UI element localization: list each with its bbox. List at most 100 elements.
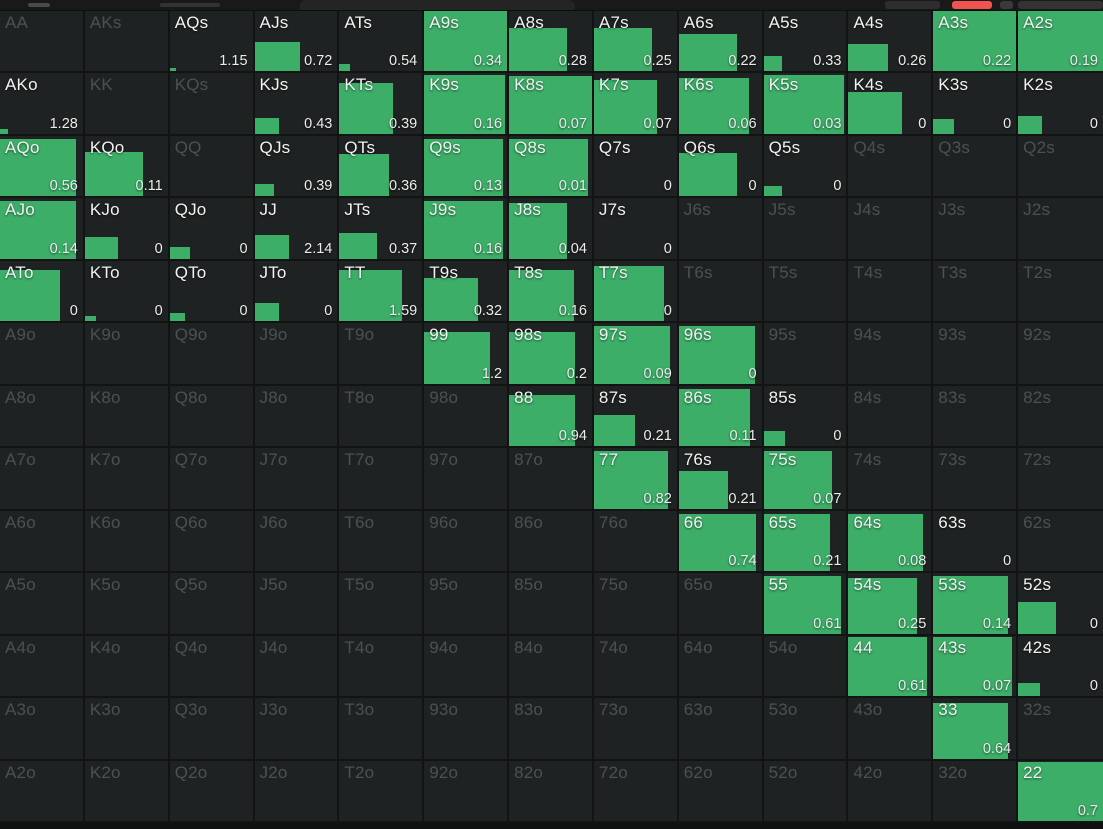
cell-A5s[interactable]: A5s 0.33 <box>763 11 849 74</box>
cell-82o[interactable]: 82o <box>509 760 594 823</box>
cell-75s[interactable]: 75s 0.07 <box>763 448 849 511</box>
cell-64o[interactable]: 64o <box>678 635 764 699</box>
cell-63s[interactable]: 63s 0 <box>933 510 1019 574</box>
cell-99[interactable]: 99 1.2 <box>424 323 510 386</box>
cell-64s[interactable]: 64s 0.08 <box>848 510 934 574</box>
cell-92s[interactable]: 92s <box>1018 323 1103 386</box>
cell-62s[interactable]: 62s <box>1018 510 1103 574</box>
cell-53o[interactable]: 53o <box>763 698 849 761</box>
cell-73o[interactable]: 73o <box>593 698 679 761</box>
cell-Q2s[interactable]: Q2s <box>1018 135 1103 199</box>
cell-J4s[interactable]: J4s <box>848 198 934 261</box>
cell-86o[interactable]: 86o <box>509 510 594 574</box>
cell-66[interactable]: 66 0.74 <box>678 510 764 574</box>
cell-96s[interactable]: 96s 0 <box>678 323 764 386</box>
cell-83s[interactable]: 83s <box>933 385 1019 449</box>
cell-A8s[interactable]: A8s 0.28 <box>509 11 594 74</box>
cell-94o[interactable]: 94o <box>424 635 510 699</box>
cell-T8s[interactable]: T8s 0.16 <box>509 260 594 324</box>
cell-93o[interactable]: 93o <box>424 698 510 761</box>
cell-43s[interactable]: 43s 0.07 <box>933 635 1019 699</box>
cell-86s[interactable]: 86s 0.11 <box>678 385 764 449</box>
cell-J9s[interactable]: J9s 0.16 <box>424 198 510 261</box>
cell-32o[interactable]: 32o <box>933 760 1019 823</box>
cell-98s[interactable]: 98s 0.2 <box>509 323 594 386</box>
cell-96o[interactable]: 96o <box>424 510 510 574</box>
cell-74o[interactable]: 74o <box>593 635 679 699</box>
cell-T5o[interactable]: T5o <box>339 573 425 636</box>
cell-K9o[interactable]: K9o <box>84 323 170 386</box>
cell-65s[interactable]: 65s 0.21 <box>763 510 849 574</box>
cell-87s[interactable]: 87s 0.21 <box>593 385 679 449</box>
red-action-button[interactable] <box>952 1 992 9</box>
cell-T4o[interactable]: T4o <box>339 635 425 699</box>
cell-T3o[interactable]: T3o <box>339 698 425 761</box>
cell-KJo[interactable]: KJo 0 <box>84 198 170 261</box>
cell-82s[interactable]: 82s <box>1018 385 1103 449</box>
cell-95s[interactable]: 95s <box>763 323 849 386</box>
cell-T7s[interactable]: T7s 0 <box>593 260 679 324</box>
cell-JTs[interactable]: JTs 0.37 <box>339 198 425 261</box>
cell-54o[interactable]: 54o <box>763 635 849 699</box>
cell-KQs[interactable]: KQs <box>169 73 255 136</box>
cell-53s[interactable]: 53s 0.14 <box>933 573 1019 636</box>
toolbar-tab-panel[interactable] <box>300 0 575 10</box>
cell-AA[interactable]: AA <box>0 11 85 74</box>
cell-AQo[interactable]: AQo 0.56 <box>0 135 85 199</box>
cell-JJ[interactable]: JJ 2.14 <box>254 198 340 261</box>
cell-65o[interactable]: 65o <box>678 573 764 636</box>
cell-76s[interactable]: 76s 0.21 <box>678 448 764 511</box>
cell-Q2o[interactable]: Q2o <box>169 760 255 823</box>
cell-Q8o[interactable]: Q8o <box>169 385 255 449</box>
cell-K3s[interactable]: K3s 0 <box>933 73 1019 136</box>
cell-T2o[interactable]: T2o <box>339 760 425 823</box>
cell-Q3o[interactable]: Q3o <box>169 698 255 761</box>
cell-A2s[interactable]: A2s 0.19 <box>1018 11 1103 74</box>
cell-K6s[interactable]: K6s 0.06 <box>678 73 764 136</box>
cell-44[interactable]: 44 0.61 <box>848 635 934 699</box>
cell-93s[interactable]: 93s <box>933 323 1019 386</box>
cell-K2o[interactable]: K2o <box>84 760 170 823</box>
cell-62o[interactable]: 62o <box>678 760 764 823</box>
cell-84o[interactable]: 84o <box>509 635 594 699</box>
cell-KJs[interactable]: KJs 0.43 <box>254 73 340 136</box>
cell-QJs[interactable]: QJs 0.39 <box>254 135 340 199</box>
cell-77[interactable]: 77 0.82 <box>593 448 679 511</box>
cell-J2s[interactable]: J2s <box>1018 198 1103 261</box>
cell-QTo[interactable]: QTo 0 <box>169 260 255 324</box>
cell-74s[interactable]: 74s <box>848 448 934 511</box>
cell-T9o[interactable]: T9o <box>339 323 425 386</box>
cell-J2o[interactable]: J2o <box>254 760 340 823</box>
cell-K7o[interactable]: K7o <box>84 448 170 511</box>
cell-94s[interactable]: 94s <box>848 323 934 386</box>
cell-J8s[interactable]: J8s 0.04 <box>509 198 594 261</box>
cell-Q8s[interactable]: Q8s 0.01 <box>509 135 594 199</box>
cell-T3s[interactable]: T3s <box>933 260 1019 324</box>
cell-T7o[interactable]: T7o <box>339 448 425 511</box>
cell-42o[interactable]: 42o <box>848 760 934 823</box>
cell-K3o[interactable]: K3o <box>84 698 170 761</box>
cell-A7o[interactable]: A7o <box>0 448 85 511</box>
cell-97s[interactable]: 97s 0.09 <box>593 323 679 386</box>
cell-Q7o[interactable]: Q7o <box>169 448 255 511</box>
cell-ATs[interactable]: ATs 0.54 <box>339 11 425 74</box>
cell-95o[interactable]: 95o <box>424 573 510 636</box>
cell-AKo[interactable]: AKo 1.28 <box>0 73 85 136</box>
cell-42s[interactable]: 42s 0 <box>1018 635 1103 699</box>
cell-A4s[interactable]: A4s 0.26 <box>848 11 934 74</box>
cell-K4o[interactable]: K4o <box>84 635 170 699</box>
cell-87o[interactable]: 87o <box>509 448 594 511</box>
cell-T4s[interactable]: T4s <box>848 260 934 324</box>
cell-J4o[interactable]: J4o <box>254 635 340 699</box>
cell-88[interactable]: 88 0.94 <box>509 385 594 449</box>
cell-AQs[interactable]: AQs 1.15 <box>169 11 255 74</box>
cell-T5s[interactable]: T5s <box>763 260 849 324</box>
cell-A3o[interactable]: A3o <box>0 698 85 761</box>
cell-KK[interactable]: KK <box>84 73 170 136</box>
cell-AJo[interactable]: AJo 0.14 <box>0 198 85 261</box>
cell-A8o[interactable]: A8o <box>0 385 85 449</box>
cell-T6o[interactable]: T6o <box>339 510 425 574</box>
cell-Q7s[interactable]: Q7s 0 <box>593 135 679 199</box>
cell-A5o[interactable]: A5o <box>0 573 85 636</box>
cell-52o[interactable]: 52o <box>763 760 849 823</box>
